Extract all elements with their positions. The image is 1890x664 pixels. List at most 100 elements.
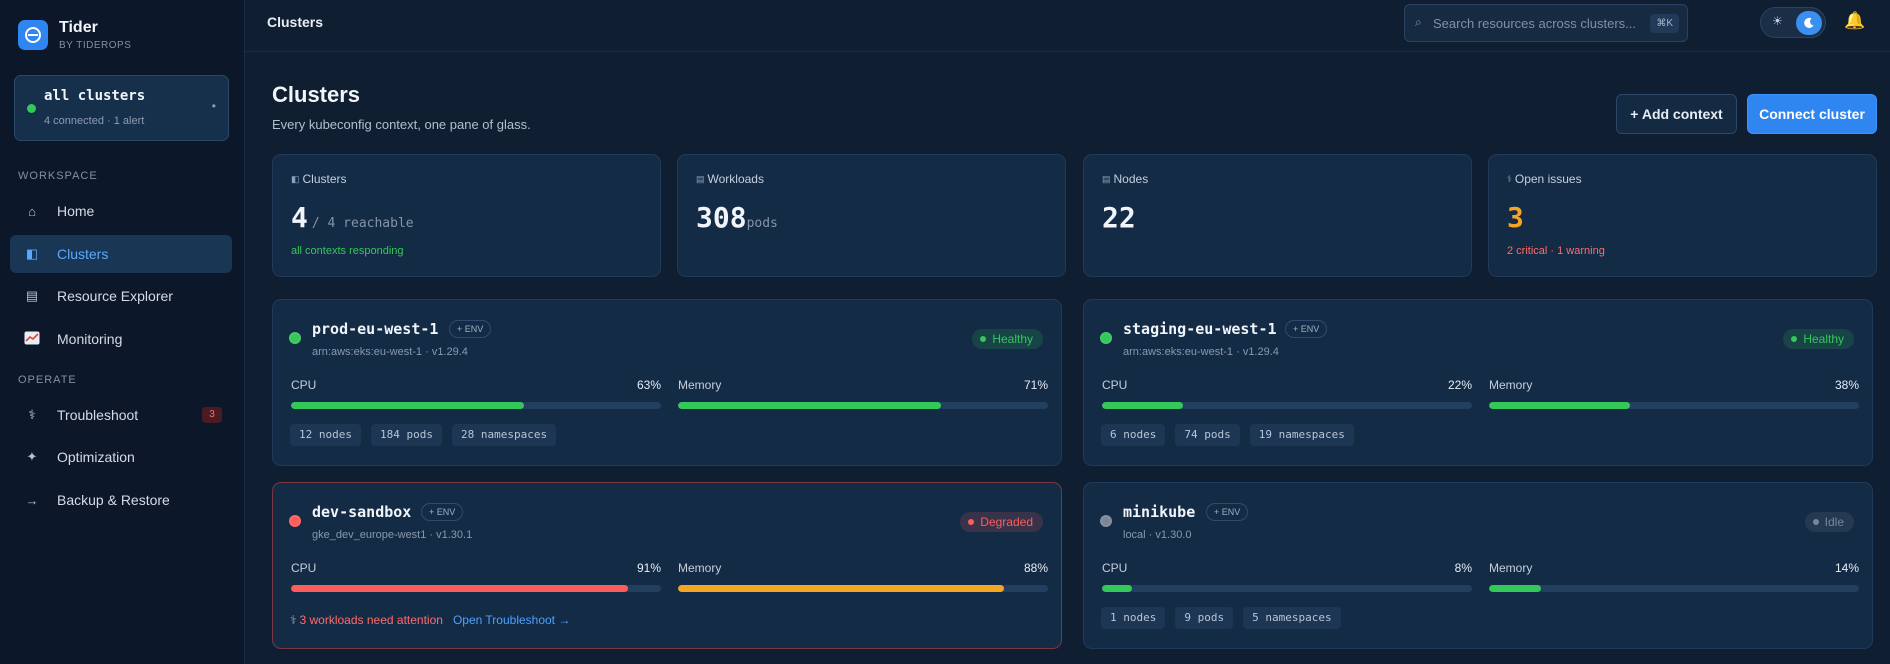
home-icon: ⌂ <box>28 203 36 219</box>
stat-note: 2 critical · 1 warning <box>1507 245 1605 257</box>
sidebar-item-home[interactable]: ⌂ Home <box>10 192 232 230</box>
status-label: Healthy <box>1803 332 1844 346</box>
chevron-icon: • <box>211 99 216 113</box>
alert-text: 3 workloads need attention <box>299 613 443 627</box>
cluster-chips: 6 nodes 74 pods 19 namespaces <box>1101 424 1354 446</box>
cluster-card[interactable]: staging-eu-west-1 + ENV arn:aws:eks:eu-w… <box>1083 299 1873 466</box>
env-tag[interactable]: + ENV <box>421 503 464 521</box>
memory-bar <box>678 585 1048 592</box>
memory-bar-fill <box>1489 402 1630 409</box>
sidebar-item-monitoring[interactable]: Monitoring <box>10 320 232 358</box>
workspace-section-label: WORKSPACE <box>18 170 98 182</box>
sun-icon: ☀ <box>1772 14 1783 28</box>
sidebar-item-optimization[interactable]: ✦ Optimization <box>10 438 232 476</box>
cluster-alert: ⚕ 3 workloads need attention Open Troubl… <box>290 613 570 627</box>
memory-label: Memory <box>678 561 722 575</box>
status-badge: Degraded <box>960 512 1043 532</box>
env-tag[interactable]: + ENV <box>449 320 492 338</box>
status-label: Idle <box>1824 515 1844 529</box>
app-subtitle: BY TIDEROPS <box>59 40 132 51</box>
memory-bar <box>1489 585 1859 592</box>
status-badge: Healthy <box>972 329 1043 349</box>
cpu-bar-fill <box>1102 585 1132 592</box>
sidebar-item-resource-explorer[interactable]: ▤ Resource Explorer <box>10 277 232 315</box>
add-context-button[interactable]: + Add context <box>1616 94 1737 134</box>
memory-percent: 71% <box>1023 378 1048 392</box>
stat-label: Clusters <box>302 172 347 186</box>
context-title: all clusters <box>44 88 146 104</box>
theme-toggle[interactable]: ☀ <box>1760 7 1826 38</box>
sidebar-item-clusters[interactable]: ◧ Clusters <box>10 235 232 273</box>
sidebar-item-label: Home <box>57 203 95 219</box>
cluster-arn: arn:aws:eks:eu-west-1 · v1.29.4 <box>312 346 468 358</box>
memory-label: Memory <box>1489 561 1533 575</box>
cpu-percent: 91% <box>636 561 661 575</box>
brand[interactable]: Tider BY TIDEROPS <box>18 19 131 51</box>
stat-card-open-issues: ⚕ Open issues 3 2 critical · 1 warning <box>1488 154 1877 277</box>
cluster-arn: gke_dev_europe-west1 · v1.30.1 <box>312 529 473 541</box>
status-label: Healthy <box>992 332 1033 346</box>
context-switcher[interactable]: all clusters 4 connected · 1 alert • <box>14 75 229 141</box>
memory-bar <box>678 402 1048 409</box>
clusters-icon: ◧ <box>25 246 39 261</box>
arrow-right-icon: → <box>25 492 39 508</box>
context-subtitle: 4 connected · 1 alert <box>44 115 145 127</box>
status-dot <box>1791 336 1798 342</box>
cpu-label: CPU <box>291 561 317 575</box>
cluster-name: dev-sandbox <box>312 503 412 521</box>
nodes-chip: 1 nodes <box>1101 607 1166 629</box>
moon-icon <box>1796 11 1822 35</box>
cpu-bar-fill <box>1102 402 1184 409</box>
cpu-bar-fill <box>291 585 628 592</box>
env-tag[interactable]: + ENV <box>1285 320 1328 338</box>
memory-bar-fill <box>678 402 941 409</box>
sidebar-item-backup-restore[interactable]: → Backup & Restore <box>10 481 232 519</box>
sidebar-item-troubleshoot[interactable]: ⚕ Troubleshoot 3 <box>10 396 232 434</box>
cpu-percent: 22% <box>1447 378 1472 392</box>
pods-chip: 9 pods <box>1175 607 1234 629</box>
open-troubleshoot-link[interactable]: Open Troubleshoot → <box>452 613 571 627</box>
app-name: Tider <box>59 19 98 36</box>
stat-card-workloads: ▤ Workloads 308pods <box>677 154 1066 277</box>
search-input[interactable]: ⌕ Search resources across clusters... ⌘K <box>1404 4 1688 42</box>
stethoscope-icon: ⚕ <box>290 613 297 627</box>
status-dot <box>968 519 975 525</box>
cluster-chips: 1 nodes 9 pods 5 namespaces <box>1101 607 1341 629</box>
cluster-status-dot <box>289 332 301 344</box>
cluster-card[interactable]: dev-sandbox + ENV gke_dev_europe-west1 ·… <box>272 482 1062 649</box>
cpu-bar <box>291 585 661 592</box>
sidebar-item-label: Resource Explorer <box>57 288 173 304</box>
memory-percent: 38% <box>1834 378 1859 392</box>
cpu-percent: 8% <box>1454 561 1472 575</box>
cluster-chips: 12 nodes 184 pods 28 namespaces <box>290 424 557 446</box>
context-status-dot <box>27 104 36 113</box>
status-dot <box>980 336 987 342</box>
cluster-status-dot <box>289 515 301 527</box>
cluster-arn: local · v1.30.0 <box>1123 529 1192 541</box>
cluster-card[interactable]: minikube + ENV local · v1.30.0 Idle CPU … <box>1083 482 1873 649</box>
cpu-percent: 63% <box>636 378 661 392</box>
top-bar: Clusters ⌕ Search resources across clust… <box>245 0 1890 52</box>
status-dot <box>1812 519 1819 525</box>
stat-value: 22 <box>1102 201 1136 234</box>
cluster-card[interactable]: prod-eu-west-1 + ENV arn:aws:eks:eu-west… <box>272 299 1062 466</box>
memory-percent: 14% <box>1834 561 1859 575</box>
stat-suffix: / 4 reachable <box>311 216 414 231</box>
memory-label: Memory <box>678 378 722 392</box>
nodes-chip: 6 nodes <box>1101 424 1166 446</box>
bell-icon[interactable]: 🔔 <box>1844 11 1866 30</box>
env-tag[interactable]: + ENV <box>1206 503 1249 521</box>
stat-label: Nodes <box>1113 172 1149 186</box>
cluster-name: minikube <box>1123 503 1196 521</box>
sidebar-item-label: Monitoring <box>57 331 123 347</box>
memory-bar-fill <box>1489 585 1541 592</box>
page-subtitle: Every kubeconfig context, one pane of gl… <box>272 117 531 132</box>
nodes-chip: 12 nodes <box>290 424 361 446</box>
stat-label: Open issues <box>1514 172 1582 186</box>
stat-card-clusters: ◧ Clusters 4/ 4 reachable all contexts re… <box>272 154 661 277</box>
stat-note: all contexts responding <box>291 245 404 257</box>
namespaces-chip: 28 namespaces <box>451 424 557 446</box>
connect-cluster-button[interactable]: Connect cluster <box>1747 94 1877 134</box>
stethoscope-icon: ⚕ <box>1507 173 1512 184</box>
top-bar-title: Clusters <box>267 14 324 30</box>
